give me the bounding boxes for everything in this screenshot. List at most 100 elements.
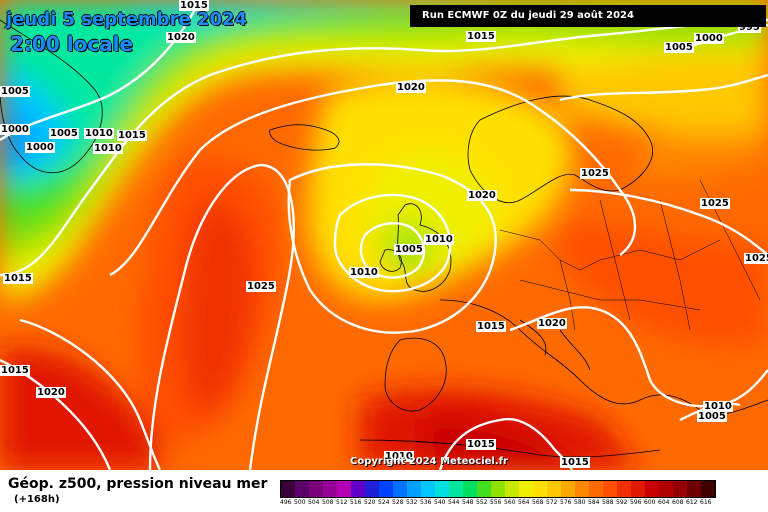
color-swatch bbox=[379, 481, 393, 497]
scale-value: 552 bbox=[476, 499, 488, 506]
scale-value: 556 bbox=[490, 499, 502, 506]
color-swatch bbox=[463, 481, 477, 497]
forecast-time: 2:00 locale bbox=[10, 32, 134, 56]
color-swatch bbox=[365, 481, 379, 497]
scale-value: 572 bbox=[546, 499, 558, 506]
isobar-label: 1005 bbox=[49, 128, 79, 139]
color-swatch bbox=[281, 481, 295, 497]
scale-value: 500 bbox=[294, 499, 306, 506]
scale-value: 516 bbox=[350, 499, 362, 506]
scale-value: 616 bbox=[700, 499, 712, 506]
isobar-label: 1020 bbox=[467, 190, 497, 201]
isobar-label: 1010 bbox=[424, 234, 454, 245]
color-swatch bbox=[673, 481, 687, 497]
color-swatch bbox=[547, 481, 561, 497]
color-swatch bbox=[519, 481, 533, 497]
isobar-label: 1015 bbox=[466, 439, 496, 450]
isobar-label: 1025 bbox=[700, 198, 730, 209]
scale-value: 600 bbox=[644, 499, 656, 506]
scale-value: 520 bbox=[364, 499, 376, 506]
color-swatch bbox=[295, 481, 309, 497]
color-swatch bbox=[407, 481, 421, 497]
color-swatch bbox=[589, 481, 603, 497]
color-swatch bbox=[477, 481, 491, 497]
scale-value: 544 bbox=[448, 499, 460, 506]
scale-value: 560 bbox=[504, 499, 516, 506]
color-swatch bbox=[351, 481, 365, 497]
color-swatch bbox=[435, 481, 449, 497]
isobar-label: 1010 bbox=[84, 128, 114, 139]
field-title: Géop. z500, pression niveau mer bbox=[8, 476, 268, 492]
scale-value: 564 bbox=[518, 499, 530, 506]
scale-value: 588 bbox=[602, 499, 614, 506]
isobar-label: 1000 bbox=[0, 124, 30, 135]
scale-value: 496 bbox=[280, 499, 292, 506]
scale-value: 612 bbox=[686, 499, 698, 506]
isobar-label: 1005 bbox=[394, 244, 424, 255]
scale-value: 548 bbox=[462, 499, 474, 506]
isobar-label: 1005 bbox=[664, 42, 694, 53]
isobar-label: 1010 bbox=[703, 401, 733, 412]
isobar-label: 1000 bbox=[694, 33, 724, 44]
isobar-label: 1015 bbox=[179, 0, 209, 11]
scale-value: 524 bbox=[378, 499, 390, 506]
color-swatch bbox=[491, 481, 505, 497]
scale-value: 528 bbox=[392, 499, 404, 506]
scale-value: 504 bbox=[308, 499, 320, 506]
scale-value: 512 bbox=[336, 499, 348, 506]
scale-value: 532 bbox=[406, 499, 418, 506]
isobar-label: 1025 bbox=[744, 253, 768, 264]
model-run-label: Run ECMWF 0Z du jeudi 29 août 2024 bbox=[410, 5, 766, 27]
color-scale bbox=[280, 480, 716, 498]
isobar-label: 1015 bbox=[0, 365, 30, 376]
isobar-label: 1000 bbox=[25, 142, 55, 153]
color-swatch bbox=[561, 481, 575, 497]
color-swatch bbox=[533, 481, 547, 497]
color-scale-labels: 496 500 504 508 512 516 520 524 528 532 536 540 544 5… bbox=[280, 499, 714, 506]
isobar-label: 1020 bbox=[36, 387, 66, 398]
color-swatch bbox=[323, 481, 337, 497]
isobar-label: 1015 bbox=[476, 321, 506, 332]
color-swatch bbox=[701, 481, 715, 497]
color-swatch bbox=[659, 481, 673, 497]
map-field bbox=[0, 0, 768, 470]
scale-value: 580 bbox=[574, 499, 586, 506]
color-swatch bbox=[337, 481, 351, 497]
scale-value: 596 bbox=[630, 499, 642, 506]
isobar-label: 1020 bbox=[166, 32, 196, 43]
color-swatch bbox=[687, 481, 701, 497]
color-swatch bbox=[617, 481, 631, 497]
copyright-text: Copyright 2024 Meteociel.fr bbox=[350, 456, 508, 467]
scale-value: 608 bbox=[672, 499, 684, 506]
isobar-label: 1010 bbox=[93, 143, 123, 154]
scale-value: 508 bbox=[322, 499, 334, 506]
isobar-label: 1005 bbox=[697, 411, 727, 422]
scale-value: 584 bbox=[588, 499, 600, 506]
color-swatch bbox=[631, 481, 645, 497]
isobar-label: 1020 bbox=[537, 318, 567, 329]
isobar-label: 1005 bbox=[0, 86, 30, 97]
scale-value: 604 bbox=[658, 499, 670, 506]
forecast-date: jeudi 5 septembre 2024 bbox=[6, 9, 248, 30]
legend-footer: Géop. z500, pression niveau mer (+168h) … bbox=[0, 470, 768, 512]
isobar-label: 1015 bbox=[466, 31, 496, 42]
geopotential-map: 1015 1020 1015 1005 1000 995 1005 1000 1… bbox=[0, 0, 768, 470]
isobar-label: 995 bbox=[738, 22, 761, 33]
color-swatch bbox=[421, 481, 435, 497]
color-swatch bbox=[505, 481, 519, 497]
scale-value: 568 bbox=[532, 499, 544, 506]
isobar-label: 1025 bbox=[580, 168, 610, 179]
isobar-label: 1015 bbox=[3, 273, 33, 284]
scale-value: 536 bbox=[420, 499, 432, 506]
isobar-label: 1010 bbox=[384, 451, 414, 462]
scale-value: 576 bbox=[560, 499, 572, 506]
isobar-label: 1025 bbox=[246, 281, 276, 292]
scale-value: 540 bbox=[434, 499, 446, 506]
isobar-label: 1010 bbox=[349, 267, 379, 278]
color-swatch bbox=[575, 481, 589, 497]
scale-value: 592 bbox=[616, 499, 628, 506]
color-swatch bbox=[449, 481, 463, 497]
color-swatch bbox=[603, 481, 617, 497]
color-swatch bbox=[393, 481, 407, 497]
